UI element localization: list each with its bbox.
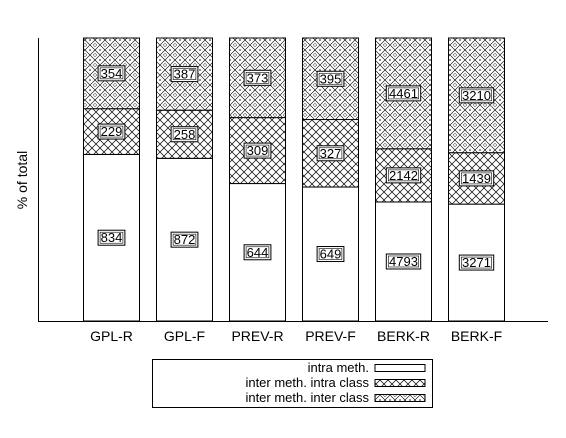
data-label-inner-box-berk-r-inter-meth-inter-class	[387, 87, 419, 100]
legend-label-inter-meth-inter-class: inter meth. inter class	[245, 390, 369, 405]
data-label-berk-f-inter-meth-intra-class: 1439	[462, 171, 491, 186]
data-label-box-berk-f-inter-meth-inter-class	[458, 87, 495, 104]
data-label-gpl-f-intra-meth: 872	[174, 232, 196, 247]
data-label-prev-f-inter-meth-inter-class: 395	[320, 71, 342, 86]
data-label-box-gpl-f-intra-meth	[170, 231, 199, 248]
x-tick-labels: GPL-R GPL-F PREV-R PREV-F BERK-R BERK-F	[90, 328, 502, 344]
data-label-box-prev-r-inter-meth-inter-class	[243, 69, 272, 86]
data-label-berk-r-intra-meth: 4793	[389, 254, 418, 269]
data-label-gpl-r-inter-meth-inter-class: 354	[101, 66, 123, 81]
data-label-inner-box-berk-r-intra-meth	[387, 255, 419, 268]
legend-swatch-inter-meth-intra-class	[374, 379, 426, 387]
data-label-box-gpl-f-inter-meth-inter-class	[170, 66, 199, 83]
data-label-inner-box-gpl-f-inter-meth-intra-class	[172, 128, 197, 141]
data-label-berk-r-inter-meth-inter-class: 4461	[389, 86, 418, 101]
data-label-inner-box-prev-f-inter-meth-inter-class	[318, 72, 343, 85]
x-tick-label-prev-r: PREV-R	[231, 328, 283, 344]
data-label-inner-box-gpl-r-inter-meth-inter-class	[99, 67, 124, 80]
y-axis-label: % of total	[14, 151, 30, 209]
data-label-inner-box-gpl-f-intra-meth	[172, 233, 197, 246]
data-label-box-gpl-f-inter-meth-intra-class	[170, 126, 199, 143]
x-tick-label-gpl-r: GPL-R	[90, 328, 133, 344]
data-label-box-prev-f-inter-meth-inter-class	[316, 70, 345, 87]
data-label-box-prev-f-intra-meth	[316, 246, 345, 263]
data-label-inner-box-prev-r-inter-meth-inter-class	[245, 72, 270, 84]
data-label-box-berk-r-intra-meth	[385, 253, 422, 270]
data-label-box-berk-r-inter-meth-intra-class	[385, 167, 422, 184]
data-label-prev-r-inter-meth-intra-class: 309	[247, 143, 269, 158]
data-label-gpl-r-intra-meth: 834	[101, 230, 123, 245]
data-label-inner-box-berk-r-inter-meth-intra-class	[387, 169, 419, 182]
data-label-prev-r-intra-meth: 644	[247, 245, 269, 260]
data-label-inner-box-prev-r-inter-meth-intra-class	[245, 144, 270, 157]
data-label-box-prev-f-inter-meth-intra-class	[316, 145, 345, 162]
data-label-box-prev-r-inter-meth-intra-class	[243, 142, 272, 159]
data-label-berk-f-inter-meth-inter-class: 3210	[462, 88, 491, 103]
data-label-inner-box-berk-f-intra-meth	[460, 256, 492, 269]
data-label-prev-r-inter-meth-inter-class: 373	[247, 70, 269, 85]
data-label-box-berk-r-inter-meth-inter-class	[385, 85, 422, 102]
data-label-box-berk-f-intra-meth	[458, 254, 495, 271]
data-label-gpl-f-inter-meth-inter-class: 387	[174, 67, 196, 82]
data-label-gpl-r-inter-meth-intra-class: 229	[101, 124, 123, 139]
legend-label-intra-meth: intra meth.	[308, 360, 369, 375]
data-label-box-gpl-r-inter-meth-inter-class	[97, 65, 126, 82]
legend: intra meth. inter meth. intra class inte…	[152, 359, 433, 408]
legend-label-inter-meth-intra-class: inter meth. intra class	[245, 375, 369, 390]
legend-swatch-inter-meth-inter-class	[374, 394, 426, 402]
data-label-prev-f-intra-meth: 649	[320, 247, 342, 262]
data-label-inner-box-berk-f-inter-meth-intra-class	[460, 172, 492, 185]
data-label-berk-r-inter-meth-intra-class: 2142	[389, 168, 418, 183]
legend-swatch-intra-meth	[374, 364, 426, 372]
data-label-box-gpl-r-inter-meth-intra-class	[97, 123, 126, 140]
bars-group: 834 229 354 872 258 387 644 309 373 649 327 395 4793…	[83, 37, 505, 322]
data-label-inner-box-prev-f-intra-meth	[318, 248, 343, 260]
data-label-box-prev-r-intra-meth	[243, 244, 272, 261]
data-label-inner-box-prev-r-intra-meth	[245, 246, 270, 259]
data-label-gpl-f-inter-meth-intra-class: 258	[174, 127, 196, 142]
data-label-inner-box-gpl-r-inter-meth-intra-class	[99, 125, 124, 138]
data-label-inner-box-berk-f-inter-meth-inter-class	[460, 89, 492, 102]
x-tick-label-prev-f: PREV-F	[305, 328, 356, 344]
data-label-inner-box-gpl-r-intra-meth	[99, 231, 124, 244]
x-tick-label-berk-r: BERK-R	[377, 328, 430, 344]
data-label-inner-box-prev-f-inter-meth-intra-class	[318, 147, 343, 160]
data-label-prev-f-inter-meth-intra-class: 327	[320, 146, 342, 161]
x-tick-label-berk-f: BERK-F	[451, 328, 502, 344]
data-label-box-berk-f-inter-meth-intra-class	[458, 170, 495, 187]
x-tick-label-gpl-f: GPL-F	[164, 328, 205, 344]
data-label-box-gpl-r-intra-meth	[97, 229, 126, 246]
data-label-inner-box-gpl-f-inter-meth-inter-class	[172, 68, 197, 80]
data-label-berk-f-intra-meth: 3271	[462, 255, 491, 270]
